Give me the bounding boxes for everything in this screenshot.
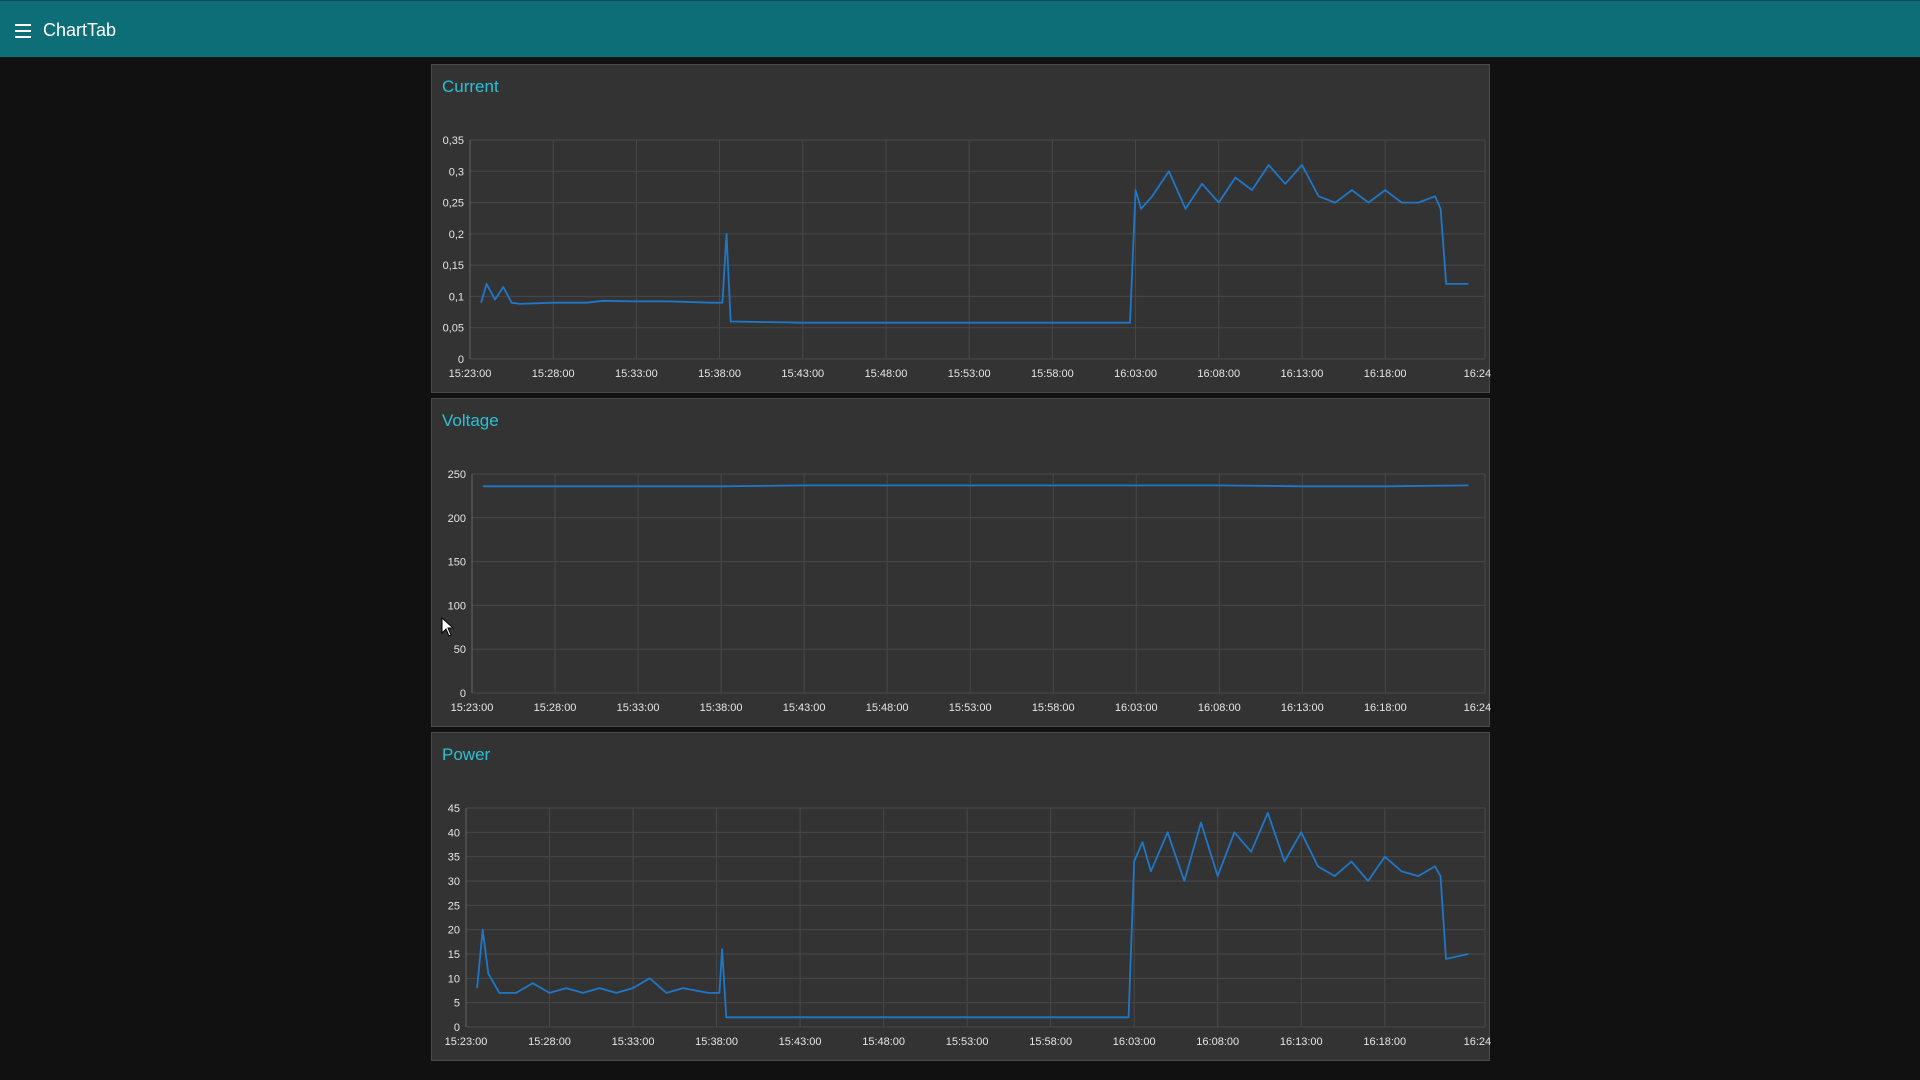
x-tick-label: 15:53:00 xyxy=(948,368,991,380)
current-chart-card: Current 0 0,05 0,1 0,15 0,2 0,25 0,3 0,35 15:23:… xyxy=(431,64,1491,393)
x-tick-label: 15:28:00 xyxy=(528,1036,571,1048)
x-tick-label: 15:58:00 xyxy=(1032,702,1075,714)
y-tick-label: 0,3 xyxy=(449,166,464,178)
y-tick-label: 20 xyxy=(448,925,460,937)
hamburger-menu-icon[interactable] xyxy=(15,24,31,38)
y-tick-label: 0,1 xyxy=(449,291,464,303)
y-tick-label: 100 xyxy=(448,600,466,612)
x-tick-label: 15:58:00 xyxy=(1031,368,1074,380)
y-tick-label: 25 xyxy=(448,900,460,912)
x-tick-label: 15:38:00 xyxy=(695,1036,738,1048)
y-tick-label: 0 xyxy=(458,354,464,366)
y-tick-label: 0,35 xyxy=(443,135,464,147)
y-tick-label: 200 xyxy=(448,513,466,525)
x-tick-label: 16:03:00 xyxy=(1114,368,1157,380)
power-chart-card: Power 0 5 10 15 20 25 30 35 40 45 15:23:00 15:28:00… xyxy=(431,732,1491,1061)
x-tick-label: 15:58:00 xyxy=(1029,1036,1072,1048)
x-tick-label: 15:38:00 xyxy=(700,702,743,714)
voltage-chart: 0 50 100 150 200 250 15:23:00 15:28:00 15:33:00 1… xyxy=(448,469,1491,714)
y-tick-label: 0 xyxy=(454,1022,460,1034)
chart-title: Power xyxy=(442,745,491,764)
x-tick-label: 15:28:00 xyxy=(534,702,577,714)
app-header: ChartTab xyxy=(0,0,1920,57)
chart-title: Voltage xyxy=(442,411,499,430)
x-tick-label: 16:24:00 xyxy=(1464,702,1491,714)
x-tick-label: 15:33:00 xyxy=(612,1036,655,1048)
y-tick-label: 35 xyxy=(448,852,460,864)
x-tick-label: 15:43:00 xyxy=(783,702,826,714)
x-tick-label: 15:53:00 xyxy=(946,1036,989,1048)
x-tick-label: 16:24:00 xyxy=(1464,368,1491,380)
x-tick-label: 16:24:00 xyxy=(1464,1036,1491,1048)
y-tick-label: 50 xyxy=(454,644,466,656)
series-line xyxy=(476,812,1469,1019)
y-tick-label: 150 xyxy=(448,557,466,569)
x-tick-label: 16:03:00 xyxy=(1115,702,1158,714)
series-line xyxy=(483,484,1469,488)
y-tick-label: 15 xyxy=(448,949,460,961)
x-tick-label: 16:13:00 xyxy=(1281,368,1324,380)
app-title: ChartTab xyxy=(43,20,117,40)
x-tick-label: 15:43:00 xyxy=(779,1036,822,1048)
y-tick-label: 0,05 xyxy=(443,323,464,335)
y-tick-label: 10 xyxy=(448,973,460,985)
y-tick-label: 0 xyxy=(460,688,466,700)
x-tick-label: 15:28:00 xyxy=(532,368,575,380)
y-tick-label: 0,15 xyxy=(443,260,464,272)
y-tick-label: 250 xyxy=(448,469,466,481)
voltage-chart-card: Voltage 0 50 100 150 200 250 15:23:00 15:28:00 1… xyxy=(431,398,1491,727)
x-tick-label: 15:53:00 xyxy=(949,702,992,714)
y-tick-label: 45 xyxy=(448,803,460,815)
y-tick-label: 5 xyxy=(454,998,460,1010)
x-tick-label: 15:48:00 xyxy=(862,1036,905,1048)
x-tick-label: 15:23:00 xyxy=(445,1036,488,1048)
mouse-cursor-icon xyxy=(441,617,455,637)
x-tick-label: 15:33:00 xyxy=(617,702,660,714)
y-tick-label: 0,25 xyxy=(443,198,464,210)
power-chart: 0 5 10 15 20 25 30 35 40 45 15:23:00 15:28:00 15:33:… xyxy=(445,803,1491,1048)
x-tick-label: 15:23:00 xyxy=(451,702,494,714)
current-chart: 0 0,05 0,1 0,15 0,2 0,25 0,3 0,35 15:23:00 15:28:… xyxy=(443,135,1491,380)
x-tick-label: 15:43:00 xyxy=(781,368,824,380)
x-tick-label: 15:48:00 xyxy=(866,702,909,714)
series-line xyxy=(480,164,1469,324)
x-tick-label: 16:08:00 xyxy=(1197,368,1240,380)
x-tick-label: 16:08:00 xyxy=(1196,1036,1239,1048)
y-tick-label: 40 xyxy=(448,827,460,839)
x-tick-label: 16:03:00 xyxy=(1113,1036,1156,1048)
x-tick-label: 16:18:00 xyxy=(1364,702,1407,714)
x-tick-label: 16:08:00 xyxy=(1198,702,1241,714)
x-tick-label: 16:13:00 xyxy=(1281,702,1324,714)
x-tick-label: 16:18:00 xyxy=(1363,1036,1406,1048)
y-tick-label: 30 xyxy=(448,876,460,888)
x-tick-label: 15:33:00 xyxy=(615,368,658,380)
x-tick-label: 15:23:00 xyxy=(449,368,492,380)
x-tick-label: 15:48:00 xyxy=(865,368,908,380)
x-tick-label: 15:38:00 xyxy=(698,368,741,380)
x-tick-label: 16:18:00 xyxy=(1364,368,1407,380)
x-tick-label: 16:13:00 xyxy=(1280,1036,1323,1048)
y-tick-label: 0,2 xyxy=(449,229,464,241)
chart-title: Current xyxy=(442,77,499,96)
